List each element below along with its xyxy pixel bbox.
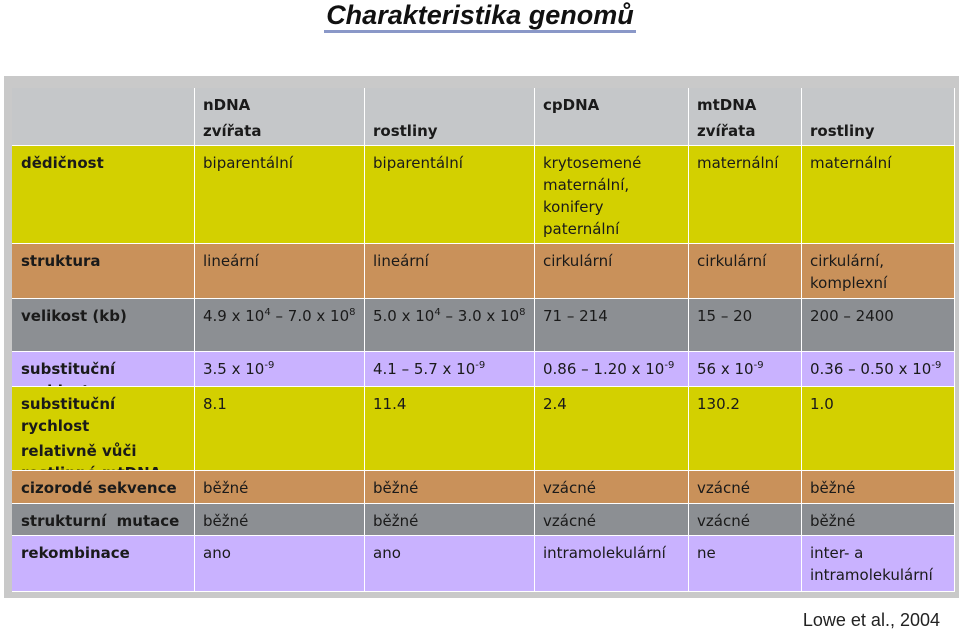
table-cell: běžné — [195, 504, 365, 536]
table-cell: 5.0 x 104 – 3.0 x 108 — [365, 299, 535, 352]
row-label-relativne: substituční rychlost relativně vůči rost… — [12, 387, 195, 471]
header-mtdna-label: mtDNA — [697, 96, 757, 114]
table-cell: 4.1 – 5.7 x 10-9 — [365, 352, 535, 387]
exponent: 8 — [349, 307, 356, 318]
table-cell: 11.4 — [365, 387, 535, 471]
table-cell: ano — [365, 536, 535, 592]
table-cell: 1.0 — [802, 387, 955, 471]
header-animals-label: zvířata — [203, 122, 262, 140]
exponent: -9 — [264, 360, 275, 371]
table-cell: lineární — [365, 244, 535, 299]
page-title: Charakteristika genomů — [0, 0, 960, 33]
header-ndna-animals: nDNA zvířata — [195, 88, 365, 146]
value-text: – 3.0 x 10 — [440, 307, 520, 325]
header-corner — [12, 88, 195, 146]
row-label-substitucni: substituční rychlost — [12, 352, 195, 387]
row-label-line: relativně vůči — [21, 442, 137, 460]
table-cell: ano — [195, 536, 365, 592]
value-text: – 7.0 x 10 — [270, 307, 350, 325]
table-cell: inter- a intramolekulární — [802, 536, 955, 592]
header-animals-label: zvířata — [697, 122, 756, 140]
table-cell: 0.36 – 0.50 x 10-9 — [802, 352, 955, 387]
table-cell: maternální — [802, 146, 955, 244]
header-plants-label: rostliny — [373, 122, 438, 140]
header-blank-label — [810, 94, 946, 120]
header-mtdna-plants: rostliny — [802, 88, 955, 146]
table-cell: krytosemené maternální, konifery paterná… — [535, 146, 689, 244]
genome-characteristics-table: nDNA zvířata rostliny cpDNA mtDNA zvířat… — [12, 88, 955, 592]
table-cell: 15 – 20 — [689, 299, 802, 352]
row-label-struktura: struktura — [12, 244, 195, 299]
table-cell: cirkulární — [689, 244, 802, 299]
header-blank-label — [373, 94, 526, 120]
header-ndna-plants: rostliny — [365, 88, 535, 146]
table-cell: biparentální — [195, 146, 365, 244]
value-text: 0.86 – 1.20 x 10 — [543, 360, 665, 378]
header-cpdna-label: cpDNA — [543, 96, 600, 114]
table-cell: běžné — [195, 471, 365, 504]
table-cell: cirkulární — [535, 244, 689, 299]
table-cell: vzácné — [689, 504, 802, 536]
table-cell: 200 – 2400 — [802, 299, 955, 352]
table-cell: lineární — [195, 244, 365, 299]
row-label-cizorode: cizorodé sekvence — [12, 471, 195, 504]
table-cell: 3.5 x 10-9 — [195, 352, 365, 387]
table-cell: ne — [689, 536, 802, 592]
table-cell: 130.2 — [689, 387, 802, 471]
table-cell: 71 – 214 — [535, 299, 689, 352]
table-cell: vzácné — [689, 471, 802, 504]
row-label-line: substituční rychlost — [21, 395, 116, 435]
value-text: 0.36 – 0.50 x 10 — [810, 360, 932, 378]
table-cell: běžné — [802, 471, 955, 504]
table-cell: běžné — [802, 504, 955, 536]
row-label-velikost: velikost (kb) — [12, 299, 195, 352]
exponent: -9 — [753, 360, 764, 371]
row-label-rekombinace: rekombinace — [12, 536, 195, 592]
table-cell: 4.9 x 104 – 7.0 x 108 — [195, 299, 365, 352]
table-cell: vzácné — [535, 504, 689, 536]
table-cell: cirkulární, komplexní — [802, 244, 955, 299]
exponent: -9 — [475, 360, 486, 371]
row-label-strukturni: strukturní mutace — [12, 504, 195, 536]
header-cpdna: cpDNA — [535, 88, 689, 146]
table-cell: intramolekulární — [535, 536, 689, 592]
value-text: 3.5 x 10 — [203, 360, 265, 378]
value-text: 5.0 x 10 — [373, 307, 435, 325]
row-label-line: rostlinné mtDNA — [21, 462, 186, 470]
table-cell: 56 x 10-9 — [689, 352, 802, 387]
exponent: -9 — [664, 360, 675, 371]
page-title-text: Charakteristika genomů — [324, 0, 636, 33]
table-cell: 0.86 – 1.20 x 10-9 — [535, 352, 689, 387]
header-mtdna-animals: mtDNA zvířata — [689, 88, 802, 146]
table-cell: 8.1 — [195, 387, 365, 471]
table-cell: biparentální — [365, 146, 535, 244]
row-label-dedicnost: dědičnost — [12, 146, 195, 244]
value-text: 4.1 – 5.7 x 10 — [373, 360, 476, 378]
table-cell: 2.4 — [535, 387, 689, 471]
exponent: 8 — [519, 307, 526, 318]
exponent: 4 — [264, 307, 271, 318]
exponent: 4 — [434, 307, 441, 318]
exponent: -9 — [931, 360, 942, 371]
table-cell: běžné — [365, 471, 535, 504]
header-ndna-label: nDNA — [203, 96, 251, 114]
table-cell: maternální — [689, 146, 802, 244]
header-plants-label: rostliny — [810, 122, 875, 140]
table-cell: běžné — [365, 504, 535, 536]
value-text: 4.9 x 10 — [203, 307, 265, 325]
citation: Lowe et al., 2004 — [802, 610, 940, 630]
table-cell: vzácné — [535, 471, 689, 504]
value-text: 56 x 10 — [697, 360, 754, 378]
